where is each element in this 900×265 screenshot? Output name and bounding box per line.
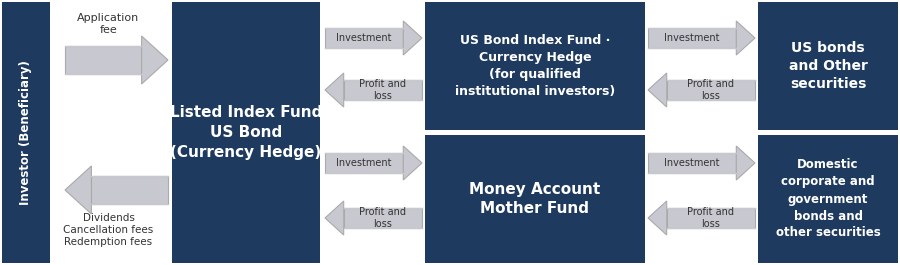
Bar [425,2,645,130]
Text: Profit and
loss: Profit and loss [688,79,734,101]
Text: Domestic
corporate and
government
bonds and
other securities: Domestic corporate and government bonds … [776,158,880,240]
Bar [648,28,736,48]
Text: Investment: Investment [337,33,392,43]
Polygon shape [648,73,667,107]
Bar [667,208,755,228]
Text: Investor (Beneficiary): Investor (Beneficiary) [20,60,32,205]
Text: Money Account
Mother Fund: Money Account Mother Fund [470,182,600,217]
Text: Investment: Investment [337,158,392,168]
Bar [344,80,422,100]
Polygon shape [736,21,755,55]
Text: Application
fee: Application fee [77,13,140,35]
Bar [344,208,422,228]
Bar [667,80,755,100]
Text: US bonds
and Other
securities: US bonds and Other securities [788,41,868,91]
Bar [92,176,168,204]
Text: Profit and
loss: Profit and loss [359,207,407,229]
Polygon shape [403,146,422,180]
Text: Investment: Investment [664,158,720,168]
Bar [425,135,645,263]
Bar [648,153,736,173]
Text: Profit and
loss: Profit and loss [688,207,734,229]
Text: Dividends
Cancellation fees
Redemption fees: Dividends Cancellation fees Redemption f… [63,213,154,247]
Text: US Bond Index Fund ·
Currency Hedge
(for qualified
institutional investors): US Bond Index Fund · Currency Hedge (for… [454,34,615,98]
Polygon shape [325,73,344,107]
Bar [758,2,898,130]
Text: Profit and
loss: Profit and loss [359,79,407,101]
Bar [65,46,141,74]
Polygon shape [325,201,344,235]
Bar [325,153,403,173]
Bar [172,2,320,263]
Polygon shape [403,21,422,55]
Bar [2,2,50,263]
Bar [758,135,898,263]
Text: Investment: Investment [664,33,720,43]
Text: Listed Index Fund
US Bond
(Currency Hedge): Listed Index Fund US Bond (Currency Hedg… [170,105,322,160]
Polygon shape [736,146,755,180]
Polygon shape [648,201,667,235]
Bar [325,28,403,48]
Polygon shape [141,36,168,84]
Polygon shape [65,166,92,214]
